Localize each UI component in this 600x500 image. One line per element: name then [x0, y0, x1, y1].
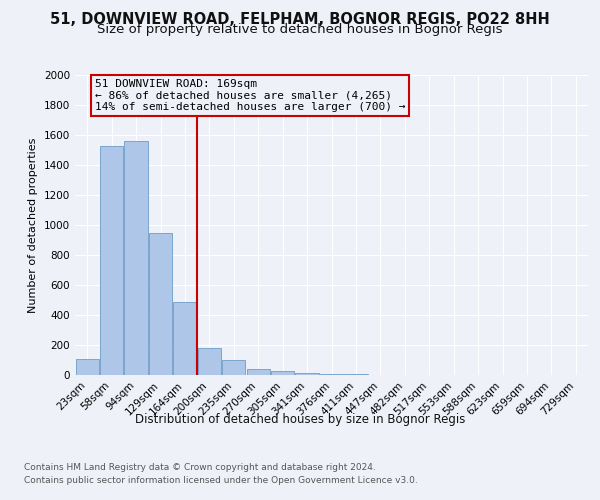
Bar [320, 374, 343, 375]
Bar [124, 141, 148, 375]
Bar [173, 302, 197, 375]
Bar [198, 348, 221, 375]
Bar [100, 146, 123, 375]
Bar [295, 373, 319, 375]
Text: 51, DOWNVIEW ROAD, FELPHAM, BOGNOR REGIS, PO22 8HH: 51, DOWNVIEW ROAD, FELPHAM, BOGNOR REGIS… [50, 12, 550, 28]
Bar [247, 369, 270, 375]
Text: 51 DOWNVIEW ROAD: 169sqm
← 86% of detached houses are smaller (4,265)
14% of sem: 51 DOWNVIEW ROAD: 169sqm ← 86% of detach… [95, 78, 405, 112]
Text: Contains public sector information licensed under the Open Government Licence v3: Contains public sector information licen… [24, 476, 418, 485]
Bar [76, 358, 99, 375]
Text: Contains HM Land Registry data © Crown copyright and database right 2024.: Contains HM Land Registry data © Crown c… [24, 462, 376, 471]
Bar [344, 374, 368, 375]
Bar [149, 232, 172, 375]
Bar [271, 371, 294, 375]
Y-axis label: Number of detached properties: Number of detached properties [28, 138, 38, 312]
Text: Size of property relative to detached houses in Bognor Regis: Size of property relative to detached ho… [97, 22, 503, 36]
Bar [222, 360, 245, 375]
Text: Distribution of detached houses by size in Bognor Regis: Distribution of detached houses by size … [135, 412, 465, 426]
